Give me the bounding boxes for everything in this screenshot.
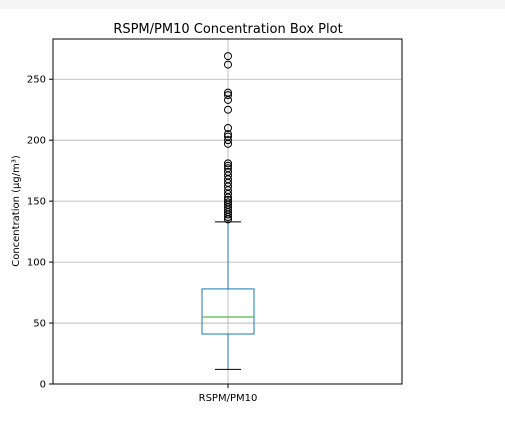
chart-title: RSPM/PM10 Concentration Box Plot: [113, 22, 342, 37]
outlier-point: [224, 159, 232, 168]
outlier-point: [224, 167, 232, 176]
outlier-point: [224, 161, 232, 170]
outlier-point: [224, 105, 232, 114]
outlier-point: [224, 132, 232, 141]
x-category-label: RSPM/PM10: [199, 393, 258, 404]
y-tick-label: 150: [27, 197, 46, 208]
y-tick-label: 200: [27, 136, 46, 147]
outlier-point: [224, 52, 232, 61]
y-tick-label: 250: [27, 75, 46, 86]
outlier-point: [224, 130, 232, 139]
y-tick-label: 100: [27, 258, 46, 269]
y-axis: 0 50 100 150 200 250: [27, 75, 229, 391]
y-tick-label: 50: [33, 319, 46, 330]
iqr-box: [201, 288, 255, 335]
outlier-point: [224, 195, 232, 204]
outlier-point: [224, 123, 232, 132]
outlier-point: [224, 91, 232, 100]
y-axis-label: Concentration (µg/m³): [11, 155, 22, 267]
plot-area: [201, 52, 255, 370]
outlier-point: [224, 164, 232, 173]
plot-frame: [52, 38, 403, 385]
outlier-point: [224, 60, 232, 69]
outlier-point: [224, 136, 232, 145]
outlier-point: [224, 88, 232, 97]
window-top-strip: [0, 0, 505, 9]
y-tick-label: 0: [40, 380, 46, 391]
outlier-point: [224, 198, 232, 207]
